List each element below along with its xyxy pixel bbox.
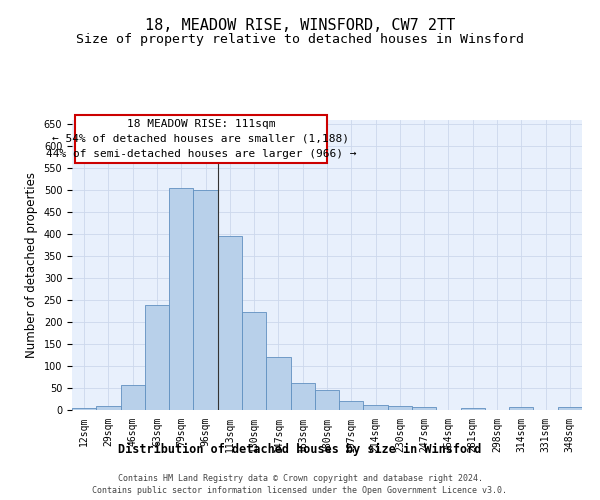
Bar (412, 407, 436, 410)
Text: 18 MEADOW RISE: 111sqm
← 54% of detached houses are smaller (1,188)
44% of semi-: 18 MEADOW RISE: 111sqm ← 54% of detached… (46, 119, 356, 158)
Y-axis label: Number of detached properties: Number of detached properties (25, 172, 38, 358)
Bar (193, 190, 218, 410)
Text: 18, MEADOW RISE, WINSFORD, CW7 2TT: 18, MEADOW RISE, WINSFORD, CW7 2TT (145, 18, 455, 32)
Bar (96, 406, 121, 410)
Bar (509, 408, 533, 410)
Text: Size of property relative to detached houses in Winsford: Size of property relative to detached ho… (76, 32, 524, 46)
Bar (339, 401, 364, 410)
Text: Contains HM Land Registry data © Crown copyright and database right 2024.
Contai: Contains HM Land Registry data © Crown c… (92, 474, 508, 495)
Bar (388, 406, 412, 410)
Bar (169, 188, 193, 410)
Bar (266, 358, 290, 410)
Bar (315, 390, 339, 410)
Bar (121, 384, 145, 410)
Bar (72, 408, 96, 410)
Bar (461, 408, 485, 410)
Bar (242, 312, 266, 410)
Text: Distribution of detached houses by size in Winsford: Distribution of detached houses by size … (118, 442, 482, 456)
Bar (290, 383, 315, 410)
Bar (218, 236, 242, 410)
Bar (558, 408, 582, 410)
Bar (145, 306, 169, 410)
Bar (364, 404, 388, 410)
